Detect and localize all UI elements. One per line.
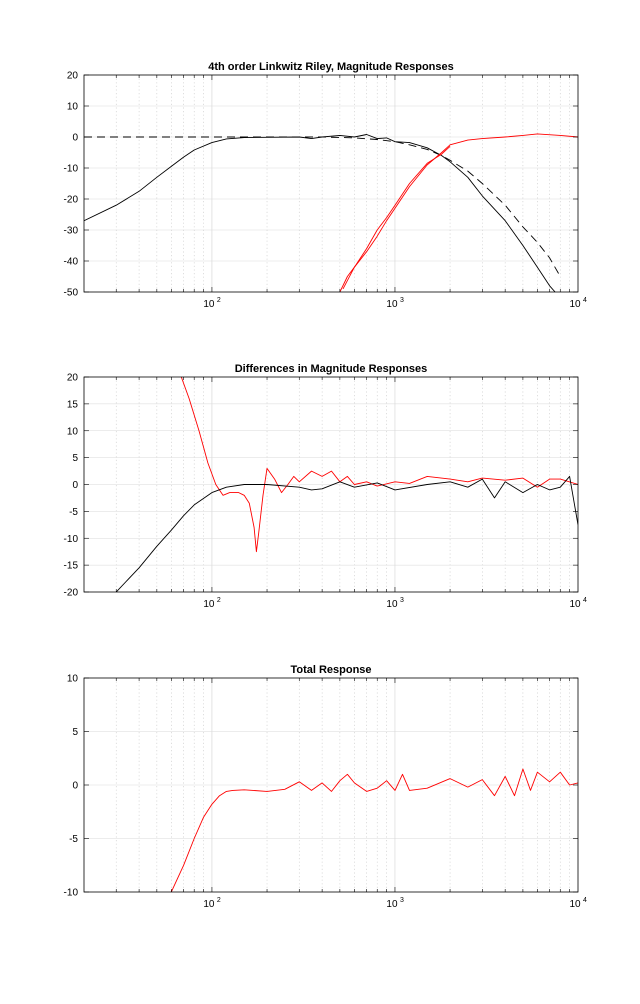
y-tick-label: -10 xyxy=(64,164,79,175)
y-tick-label: 10 xyxy=(67,102,79,113)
y-tick-label: -30 xyxy=(64,226,79,237)
y-tick-label: 15 xyxy=(67,399,79,410)
plot-title: 4th order Linkwitz Riley, Magnitude Resp… xyxy=(208,61,454,73)
x-tick-label: 10 xyxy=(569,899,581,910)
y-tick-label: -10 xyxy=(64,888,79,899)
y-tick-label: -50 xyxy=(64,288,79,299)
series-line-1 xyxy=(115,475,578,592)
plot-title: Total Response xyxy=(290,664,371,676)
y-tick-label: 5 xyxy=(72,453,78,464)
x-tick-exponent: 3 xyxy=(400,297,404,304)
y-tick-label: 0 xyxy=(72,133,78,144)
y-tick-label: -40 xyxy=(64,257,79,268)
y-tick-label: -20 xyxy=(64,588,79,599)
x-tick-exponent: 2 xyxy=(217,597,221,604)
x-tick-label: 10 xyxy=(386,299,398,310)
x-tick-label: 10 xyxy=(386,899,398,910)
series-line-3 xyxy=(342,145,451,290)
x-tick-exponent: 4 xyxy=(583,597,587,604)
y-tick-label: -20 xyxy=(64,195,79,206)
x-tick-label: 10 xyxy=(203,899,215,910)
x-tick-label: 10 xyxy=(203,299,215,310)
y-tick-label: 0 xyxy=(72,781,78,792)
x-tick-exponent: 2 xyxy=(217,897,221,904)
y-tick-label: 0 xyxy=(72,480,78,491)
y-tick-label: 20 xyxy=(67,71,79,82)
series-line-0 xyxy=(84,136,561,277)
x-tick-exponent: 3 xyxy=(400,597,404,604)
y-tick-label: -15 xyxy=(64,561,79,572)
series-line-0 xyxy=(180,377,578,553)
y-tick-label: 10 xyxy=(67,674,79,685)
series-line-2 xyxy=(339,133,578,292)
x-tick-exponent: 4 xyxy=(583,297,587,304)
y-tick-label: 20 xyxy=(67,373,79,384)
x-tick-label: 10 xyxy=(569,299,581,310)
y-tick-label: 10 xyxy=(67,426,79,437)
x-tick-exponent: 2 xyxy=(217,297,221,304)
x-tick-exponent: 3 xyxy=(400,897,404,904)
y-tick-label: -5 xyxy=(69,834,78,845)
series-line-0 xyxy=(170,768,578,892)
plot-title: Differences in Magnitude Responses xyxy=(235,363,428,375)
x-tick-label: 10 xyxy=(203,599,215,610)
series-line-1 xyxy=(84,134,556,292)
y-tick-label: -10 xyxy=(64,534,79,545)
x-tick-exponent: 4 xyxy=(583,897,587,904)
x-tick-label: 10 xyxy=(569,599,581,610)
x-tick-label: 10 xyxy=(386,599,398,610)
y-tick-label: -5 xyxy=(69,507,78,518)
y-tick-label: 5 xyxy=(72,727,78,738)
